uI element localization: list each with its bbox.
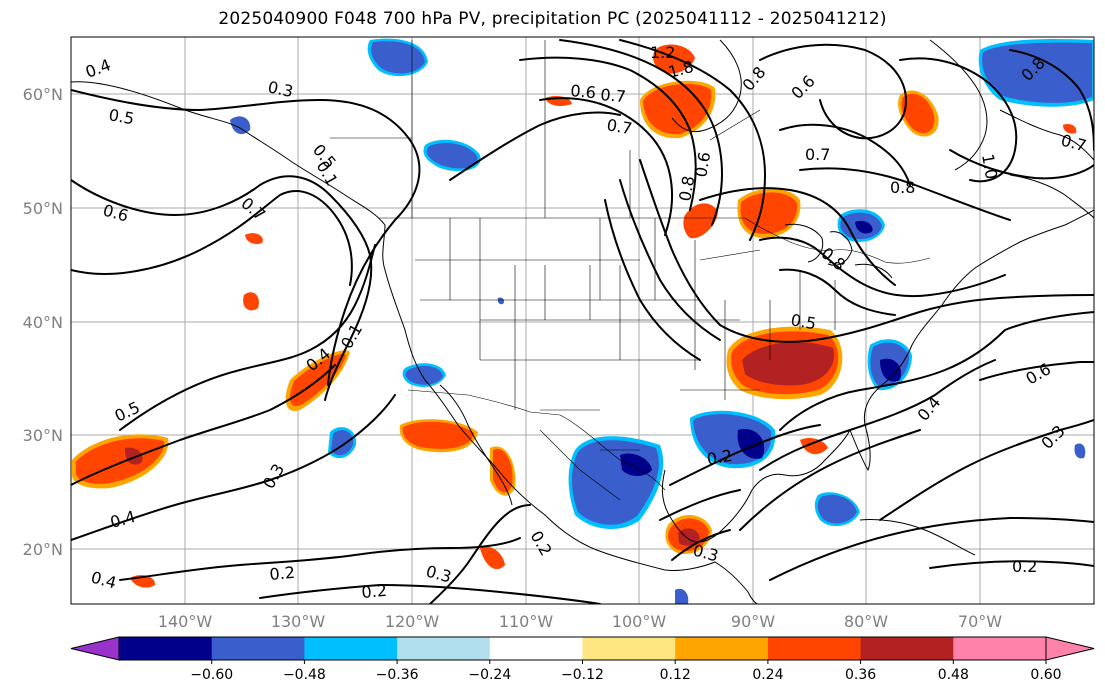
contour-label: 0.3 (266, 77, 295, 101)
lat-label-30n: 30°N (23, 426, 63, 445)
lat-label-20n: 20°N (23, 540, 63, 559)
contour-label: 0.5 (107, 105, 135, 128)
lon-label-70w: 70°W (958, 612, 1002, 631)
lat-label-60n: 60°N (23, 85, 63, 104)
contour-label: 0.5 (789, 310, 817, 333)
colorbar-extend-low (70, 636, 120, 661)
contour-label: 0.7 (805, 145, 830, 164)
colorbar-segment (397, 637, 491, 660)
contour-label: 0.8 (675, 174, 698, 202)
contour-label: 1.0 (978, 152, 1001, 180)
contour-label: 0.6 (570, 81, 597, 102)
lat-label-50n: 50°N (23, 199, 63, 218)
pv-contours (71, 39, 1094, 604)
colorbar: −0.60 −0.48 −0.36 −0.24 −0.12 0.12 0.24 0.36 0.4… (70, 636, 1095, 683)
lon-label-90w: 90°W (731, 612, 775, 631)
contour-label: 0.7 (605, 115, 633, 138)
colorbar-segment (582, 637, 676, 660)
lon-axis-labels: 140°W 130°W 120°W 110°W 100°W 90°W 80°W … (158, 612, 1002, 631)
map-title: 2025040900 F048 700 hPa PV, precipitatio… (218, 9, 887, 29)
lon-label-140w: 140°W (158, 612, 213, 631)
colorbar-tick-label: −0.12 (561, 667, 604, 683)
lon-label-80w: 80°W (844, 612, 888, 631)
colorbar-tick-label: 0.48 (938, 667, 969, 683)
precip-negative-areas (230, 38, 1094, 604)
colorbar-tick-label: 0.24 (752, 667, 783, 683)
lat-axis-labels: 60°N 50°N 40°N 30°N 20°N (23, 85, 63, 559)
plot-frame (70, 36, 1095, 605)
contour-label: 1.2 (650, 43, 675, 62)
lon-label-130w: 130°W (271, 612, 326, 631)
lon-label-120w: 120°W (385, 612, 440, 631)
colorbar-tick-label: −0.48 (283, 667, 326, 683)
colorbar-segment (211, 637, 305, 660)
colorbar-extend-high (1045, 636, 1095, 661)
colorbar-tick-label: 0.12 (660, 667, 691, 683)
colorbar-segment (953, 637, 1047, 660)
colorbar-segment (304, 637, 398, 660)
colorbar-segment (119, 637, 213, 660)
contour-label: 0.6 (691, 150, 714, 178)
colorbar-segment (860, 637, 954, 660)
lon-label-100w: 100°W (612, 612, 667, 631)
colorbar-tick-label: 0.60 (1030, 667, 1061, 683)
contour-label: 0.2 (269, 563, 296, 584)
colorbar-tick-label: −0.24 (468, 667, 511, 683)
contour-label: 0.2 (1012, 557, 1037, 576)
colorbar-segment (489, 637, 583, 660)
coastlines-borders (71, 39, 1094, 604)
colorbar-segment (675, 637, 769, 660)
precip-pc-shading (72, 38, 1094, 604)
contour-label: 0.7 (600, 85, 627, 106)
contour-label: 0.8 (890, 178, 915, 197)
colorbar-tick-label: −0.36 (376, 667, 419, 683)
contour-label: 0.2 (705, 446, 733, 469)
lon-label-110w: 110°W (499, 612, 554, 631)
contour-label: 0.2 (361, 581, 388, 602)
colorbar-segment (767, 637, 862, 660)
colorbar-tick-label: 0.36 (845, 667, 876, 683)
lat-label-40n: 40°N (23, 313, 63, 332)
colorbar-tick-label: −0.60 (190, 667, 233, 683)
